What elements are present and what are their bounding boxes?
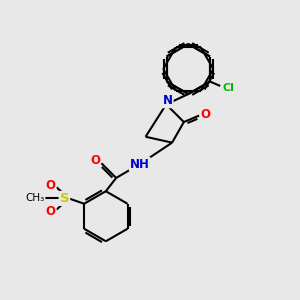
Text: S: S	[60, 192, 69, 205]
Text: N: N	[163, 94, 173, 107]
Text: Cl: Cl	[222, 83, 234, 93]
Text: O: O	[46, 179, 56, 192]
Text: O: O	[46, 205, 56, 218]
Text: NH: NH	[130, 158, 150, 171]
Text: O: O	[201, 108, 211, 121]
Text: CH₃: CH₃	[26, 194, 45, 203]
Text: O: O	[90, 154, 100, 167]
